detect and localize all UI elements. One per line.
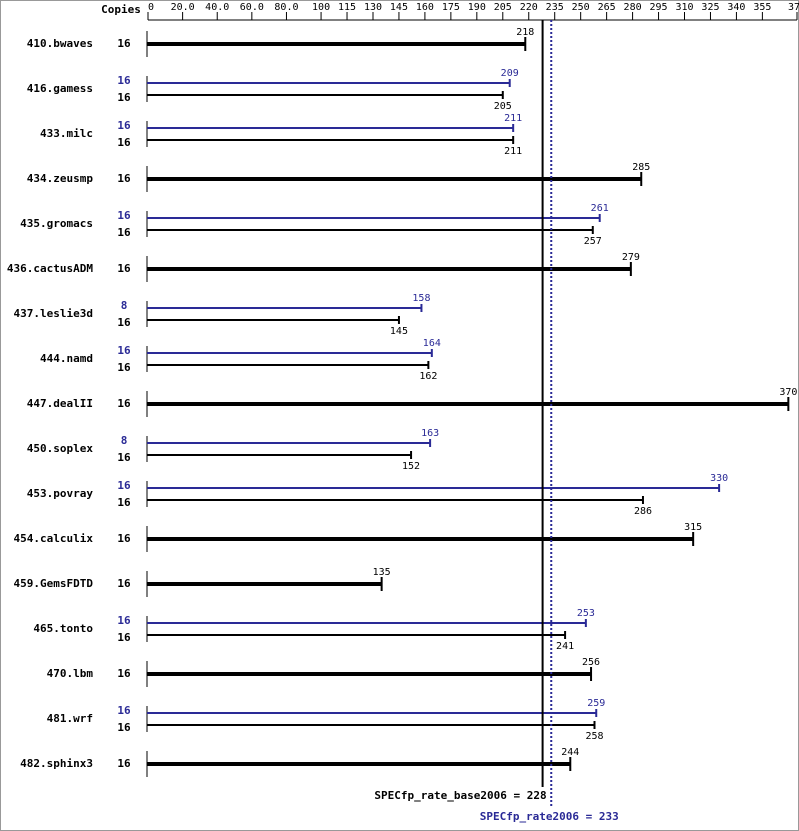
peak-copies: 16 [117,479,131,492]
base-value-label: 162 [419,371,437,382]
value-label: 135 [373,567,391,578]
x-tick-label: 60.0 [240,2,264,13]
peak-copies: 16 [117,119,131,132]
base-copies: 16 [117,451,131,464]
base-copies: 16 [117,226,131,239]
peak-value-label: 253 [577,608,595,619]
benchmark-label: 410.bwaves [27,37,93,50]
x-tick-label: 340 [727,2,745,13]
x-tick-label: 160 [416,2,434,13]
peak-value-label: 211 [504,113,522,124]
value-label: 315 [684,522,702,533]
peak-value-label: 158 [412,293,430,304]
reference-label: SPECfp_rate_base2006 = 228 [374,789,546,802]
x-tick-label: 20.0 [171,2,195,13]
copies: 16 [117,172,131,185]
base-value-label: 241 [556,641,574,652]
base-value-label: 145 [390,326,408,337]
peak-copies: 16 [117,344,131,357]
value-label: 218 [516,27,534,38]
x-tick-label: 235 [546,2,564,13]
x-tick-label: 265 [598,2,616,13]
x-tick-label: 175 [442,2,460,13]
benchmark-label: 482.sphinx3 [20,757,93,770]
benchmark-label: 444.namd [40,352,93,365]
value-label: 285 [632,162,650,173]
peak-value-label: 259 [587,698,605,709]
base-value-label: 258 [585,731,603,742]
x-tick-label: 280 [624,2,642,13]
benchmark-label: 453.povray [27,487,94,500]
base-copies: 16 [117,136,131,149]
base-value-label: 286 [634,506,652,517]
benchmark-label: 481.wrf [47,712,93,725]
benchmark-label: 447.dealII [27,397,93,410]
x-tick-label: 40.0 [205,2,229,13]
copies: 16 [117,397,131,410]
x-tick-label: 220 [520,2,538,13]
base-value-label: 211 [504,146,522,157]
copies: 16 [117,37,131,50]
benchmark-label: 465.tonto [33,622,93,635]
peak-value-label: 163 [421,428,439,439]
peak-value-label: 261 [591,203,609,214]
copies: 16 [117,532,131,545]
copies: 16 [117,262,131,275]
value-label: 256 [582,657,600,668]
x-tick-label: 310 [675,2,693,13]
base-copies: 16 [117,496,131,509]
peak-copies: 8 [121,299,128,312]
x-tick-label: 80.0 [274,2,298,13]
x-tick-label: 130 [364,2,382,13]
peak-copies: 16 [117,704,131,717]
peak-copies: 16 [117,74,131,87]
benchmark-label: 434.zeusmp [27,172,94,185]
value-label: 244 [561,747,579,758]
copies-header: Copies [101,3,141,16]
value-label: 370 [779,387,797,398]
x-tick-label: 190 [468,2,486,13]
base-value-label: 205 [494,101,512,112]
benchmark-label: 450.soplex [27,442,94,455]
base-copies: 16 [117,91,131,104]
x-tick-label: 205 [494,2,512,13]
copies: 16 [117,667,131,680]
benchmark-label: 437.leslie3d [14,307,93,320]
benchmark-label: 435.gromacs [20,217,93,230]
x-tick-label: 145 [390,2,408,13]
peak-value-label: 209 [501,68,519,79]
x-tick-label: 115 [338,2,356,13]
benchmark-label: 436.cactusADM [7,262,93,275]
x-tick-label: 325 [701,2,719,13]
peak-copies: 8 [121,434,128,447]
benchmark-label: 454.calculix [14,532,94,545]
x-tick-label: 375 [788,2,799,13]
reference-label: SPECfp_rate2006 = 233 [480,810,619,823]
base-copies: 16 [117,631,131,644]
peak-value-label: 330 [710,473,728,484]
x-tick-label: 100 [312,2,330,13]
x-tick-label: 0 [148,2,154,13]
benchmark-label: 459.GemsFDTD [14,577,94,590]
benchmark-label: 416.gamess [27,82,93,95]
base-copies: 16 [117,361,131,374]
copies: 16 [117,757,131,770]
benchmark-label: 433.milc [40,127,93,140]
base-copies: 16 [117,721,131,734]
benchmark-label: 470.lbm [47,667,94,680]
base-value-label: 257 [584,236,602,247]
peak-copies: 16 [117,209,131,222]
copies: 16 [117,577,131,590]
peak-copies: 16 [117,614,131,627]
base-value-label: 152 [402,461,420,472]
x-tick-label: 295 [650,2,668,13]
x-tick-label: 355 [753,2,771,13]
base-copies: 16 [117,316,131,329]
x-tick-label: 250 [572,2,590,13]
value-label: 279 [622,252,640,263]
peak-value-label: 164 [423,338,441,349]
